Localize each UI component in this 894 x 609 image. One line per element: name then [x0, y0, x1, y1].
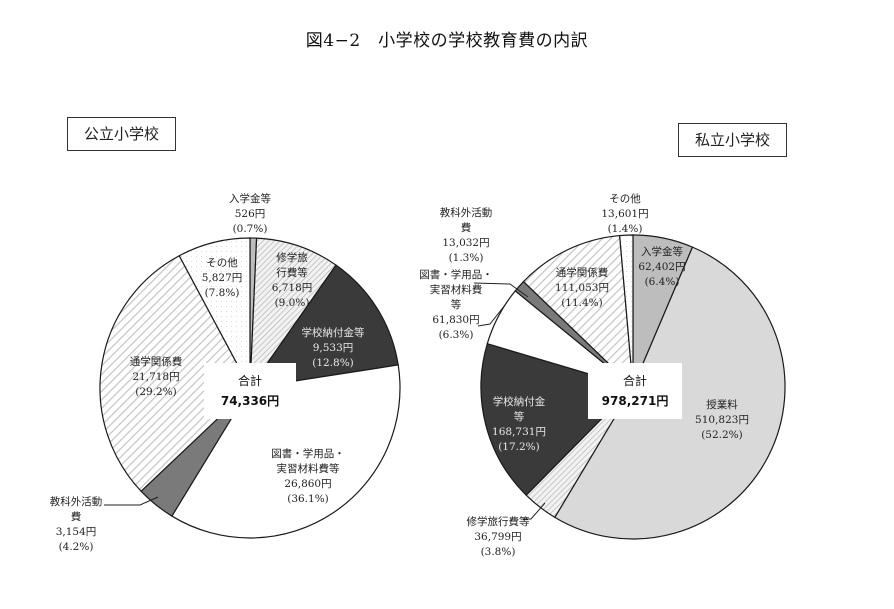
label-private-books: 図書・学用品・ 実習材料費等 61,830円 (6.3%): [419, 269, 493, 341]
label-public-extra: 教科外活動費 3,154円 (4.2%): [49, 496, 103, 553]
label-private-entrance: 入学金等 62,402円 (6.4%): [638, 246, 686, 288]
public-school-label: 公立小学校: [67, 117, 176, 151]
pie-slice: [522, 234, 634, 389]
private-pie: [480, 234, 786, 540]
pie-slice: [618, 234, 634, 388]
label-private-extra: 教科外活動費 13,032円 (1.3%): [439, 207, 493, 264]
label-private-commute: 通学関係費 111,053円 (11.4%): [555, 267, 609, 309]
pie-slice: [249, 237, 337, 391]
private-total: 合計 978,271円: [588, 363, 682, 419]
public-total: 合計 74,336円: [204, 363, 296, 419]
label-private-tuition: 授業料 510,823円 (52.2%): [695, 399, 749, 441]
pie-slice: [248, 264, 399, 389]
label-private-trip: 修学旅行費等 36,799円 (3.8%): [466, 516, 530, 558]
chart-title: 図4−2 小学校の学校教育費の内訳: [305, 31, 589, 51]
private-school-label: 私立小学校: [678, 123, 787, 157]
label-private-other: その他 13,601円 (1.4%): [601, 193, 649, 235]
leader-lines: [104, 282, 546, 520]
pie-slice: [99, 254, 251, 493]
label-public-commute: 通学関係費 21,718円 (29.2%): [129, 356, 183, 398]
label-private-school-fee: 学校納付金等 168,731円 (17.2%): [492, 396, 546, 453]
leader-private-books: [477, 304, 506, 327]
pie-slice: [171, 364, 401, 539]
label-public-entrance: 入学金等 526円 (0.7%): [229, 193, 271, 235]
label-public-school-fee: 学校納付金等 9,533円 (12.8%): [301, 327, 365, 369]
label-public-books: 図書・学用品・ 実習材料費等 26,860円 (36.1%): [271, 448, 345, 505]
leader-public-extra: [104, 496, 159, 506]
leader-private-extra: [473, 282, 529, 298]
leader-private-trip: [523, 502, 546, 520]
label-public-trip: 修学旅 行費等 6,718円 (9.0%): [271, 252, 313, 309]
pie-slice: [178, 237, 251, 389]
label-public-other: その他 5,827円 (7.8%): [201, 257, 243, 299]
public-pie: [99, 237, 401, 539]
